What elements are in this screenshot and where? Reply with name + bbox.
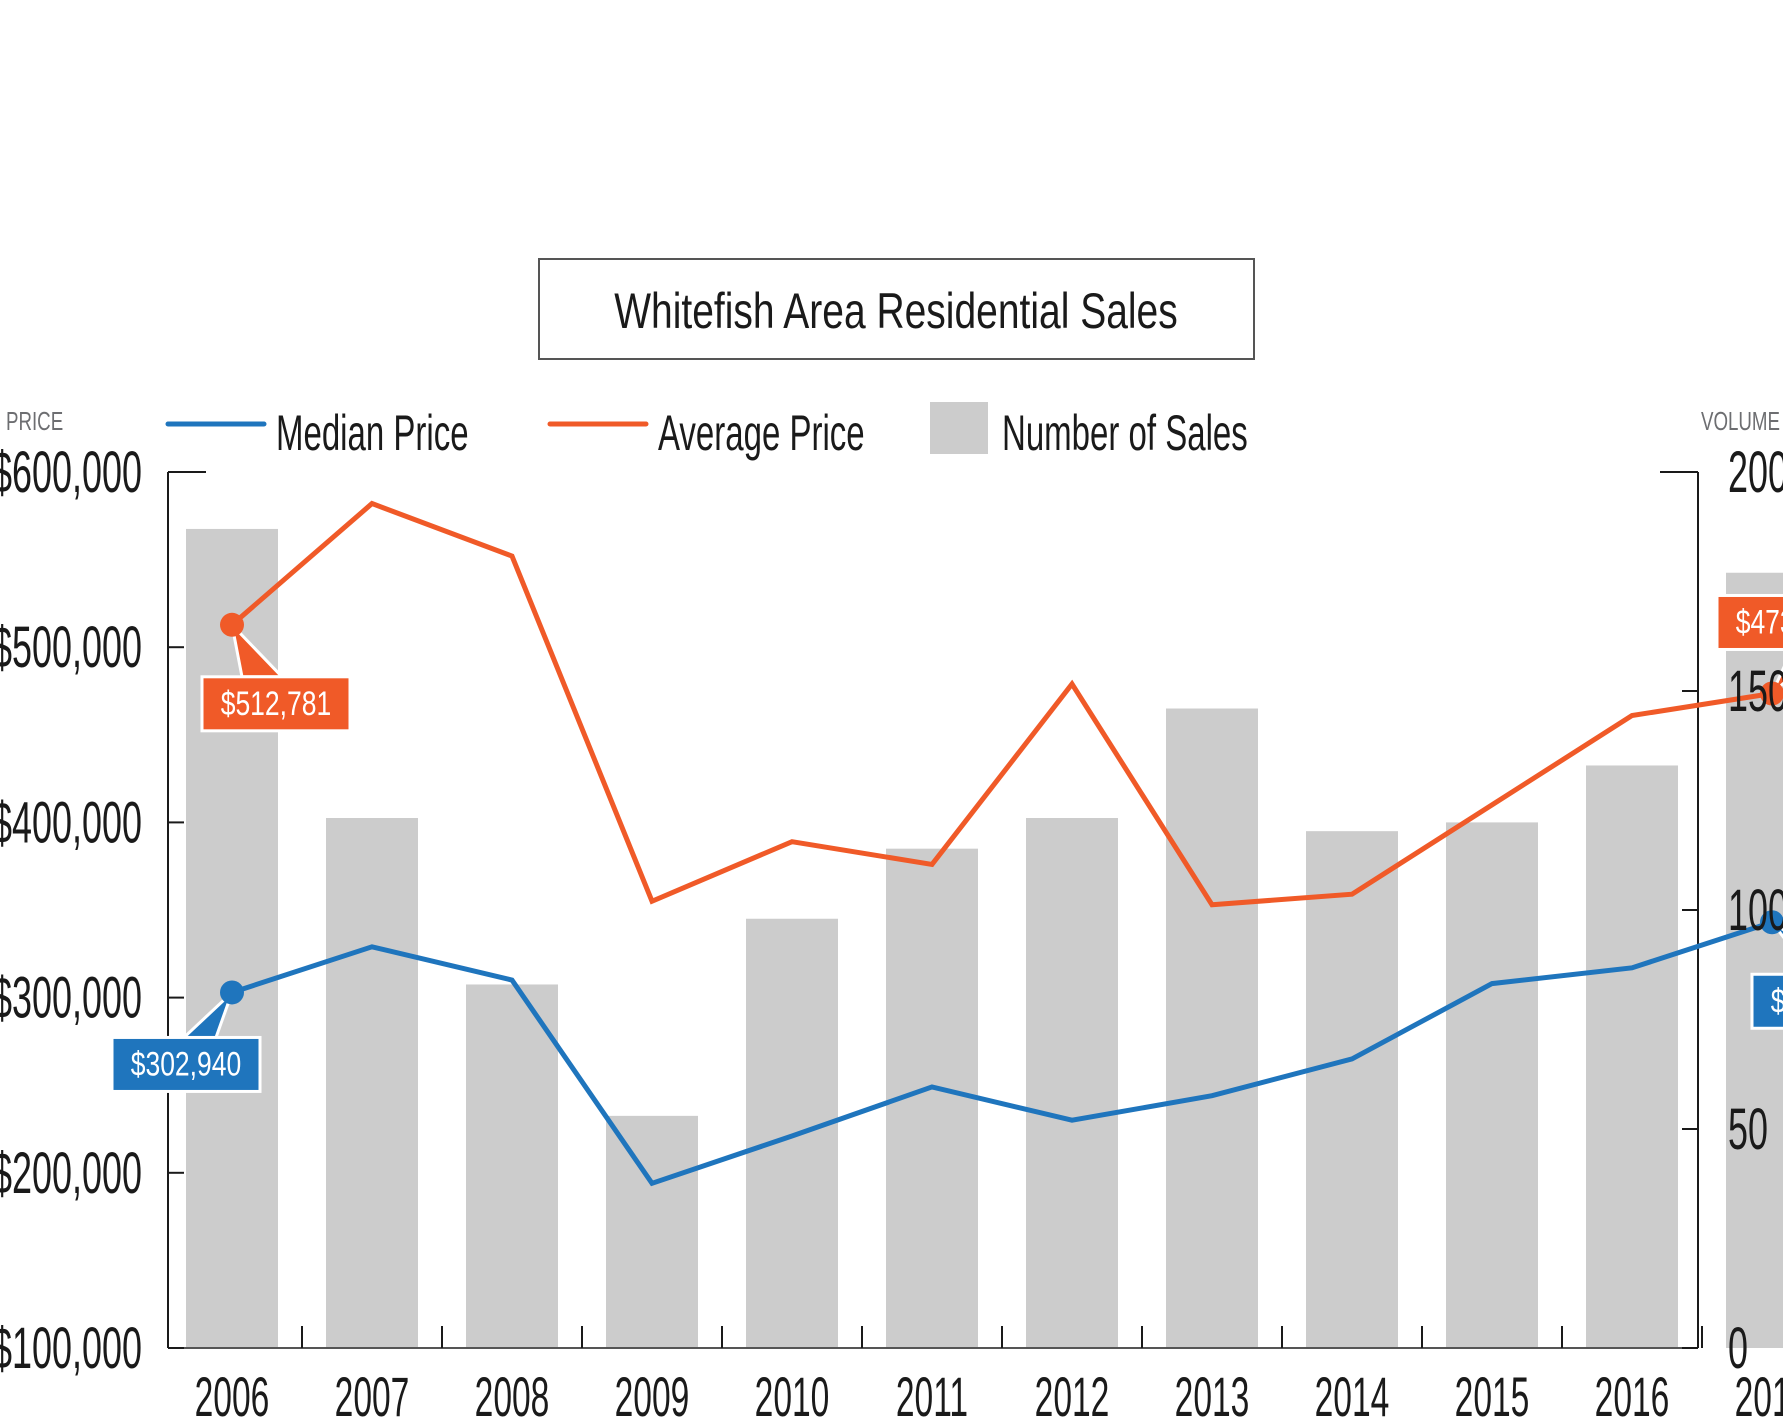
legend: Median Price Average Price Number of Sales xyxy=(165,402,1248,461)
left-tick-label: $200,000 xyxy=(0,1141,142,1206)
legend-label: Median Price xyxy=(276,405,469,460)
bar-2015 xyxy=(1446,822,1538,1348)
x-tick-label-2008: 2008 xyxy=(475,1365,550,1426)
left-tick-label: $600,000 xyxy=(0,440,142,505)
left-tick-label: $500,000 xyxy=(0,616,142,681)
x-tick-label-2006: 2006 xyxy=(195,1365,270,1426)
x-tick-label-2007: 2007 xyxy=(335,1365,410,1426)
bar-2008 xyxy=(466,984,558,1348)
callout-label: $512,781 xyxy=(221,685,332,723)
bar-2012 xyxy=(1026,818,1118,1348)
right-tick-label: 200 xyxy=(1728,440,1783,505)
data-point-marker xyxy=(1760,910,1783,935)
legend-item-average-price: Average Price xyxy=(547,405,865,461)
bar-2009 xyxy=(606,1115,698,1348)
callout-median-price-2006: $302,940 xyxy=(110,980,262,1093)
tick-labels: $100,000 $200,000 $300,000 $400,000 $500,000… xyxy=(0,440,1783,1426)
callout-box xyxy=(1750,972,1783,1030)
title-frame xyxy=(538,258,1255,360)
bar-2016 xyxy=(1586,765,1678,1348)
data-point-marker xyxy=(220,612,244,637)
callout-box xyxy=(1715,593,1783,651)
callout-median-price-2017: $343,000 xyxy=(1750,910,1783,1030)
bar-2006 xyxy=(186,528,278,1348)
right-tick-label: 50 xyxy=(1728,1097,1768,1162)
legend-item-number-of-sales: Number of Sales xyxy=(930,402,1248,461)
callout-average-price-2006: $512,781 xyxy=(200,612,352,733)
callout-box xyxy=(110,1035,262,1093)
bar-series-number-of-sales xyxy=(186,528,1783,1348)
line-average-price xyxy=(230,500,1773,908)
bar-2014 xyxy=(1306,831,1398,1348)
left-axis-label: PRICE xyxy=(6,406,63,436)
right-axis-label: VOLUME xyxy=(1701,406,1780,436)
left-tick-label: $400,000 xyxy=(0,791,142,856)
x-tick-label-2012: 2012 xyxy=(1035,1365,1110,1426)
callout-label: $473,585 xyxy=(1736,603,1783,641)
x-tick-label-2017: 2017 xyxy=(1735,1365,1783,1426)
data-point-marker xyxy=(1760,681,1783,706)
bar-2013 xyxy=(1166,708,1258,1348)
x-tick-label-2015: 2015 xyxy=(1455,1365,1530,1426)
line-series xyxy=(230,500,1773,1187)
bar-2007 xyxy=(326,818,418,1348)
chart-title-box: Whitefish Area Residential Sales xyxy=(538,258,1255,360)
x-tick-label-2016: 2016 xyxy=(1595,1365,1670,1426)
x-tick-label-2009: 2009 xyxy=(615,1365,690,1426)
callout-label: $343,000 xyxy=(1771,982,1783,1020)
x-tick-label-2014: 2014 xyxy=(1315,1365,1390,1426)
left-tick-label: $100,000 xyxy=(0,1316,142,1381)
callout-label: $302,940 xyxy=(131,1045,242,1083)
chart-title: Whitefish Area Residential Sales xyxy=(614,282,1177,339)
line-median-price xyxy=(231,919,1773,1187)
callout-pointer xyxy=(1770,921,1783,940)
x-tick-label-2011: 2011 xyxy=(896,1365,968,1426)
legend-swatch xyxy=(930,402,988,454)
legend-label: Average Price xyxy=(658,405,865,460)
left-tick-label: $300,000 xyxy=(0,966,142,1031)
data-point-marker xyxy=(220,980,244,1005)
callout-average-price-2017: $473,585 xyxy=(1715,593,1783,706)
axes xyxy=(167,471,1703,1349)
callout-box xyxy=(200,675,352,733)
x-tick-label-2010: 2010 xyxy=(755,1365,830,1426)
x-tick-label-2013: 2013 xyxy=(1175,1365,1250,1426)
callouts: $512,781 $473,585 $302,940 $343,000 xyxy=(110,593,1783,1093)
legend-label: Number of Sales xyxy=(1002,405,1248,460)
right-tick-label: 150 xyxy=(1728,659,1783,724)
right-tick-label: 0 xyxy=(1728,1316,1748,1381)
right-tick-label: 100 xyxy=(1728,878,1783,943)
legend-item-median-price: Median Price xyxy=(165,405,469,461)
